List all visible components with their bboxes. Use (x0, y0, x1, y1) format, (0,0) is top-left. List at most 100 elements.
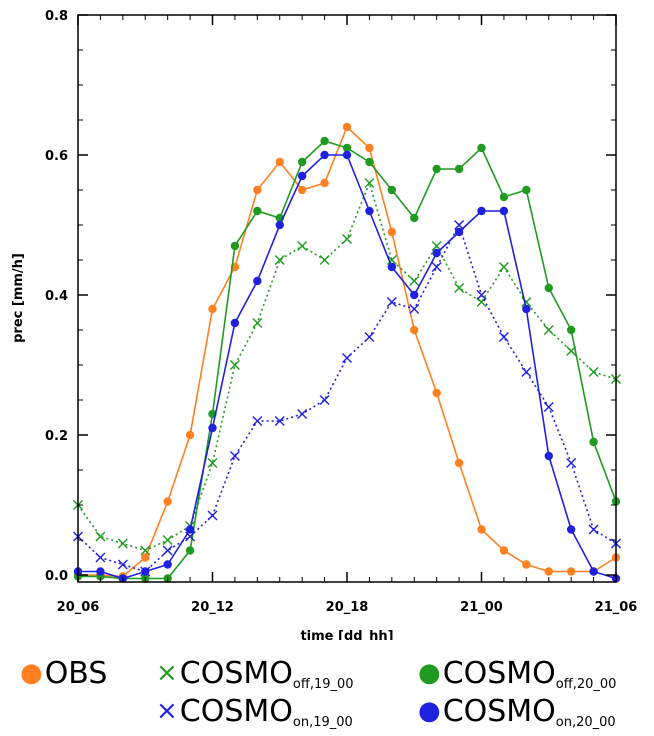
data-point (431, 262, 442, 272)
data-point (431, 241, 442, 251)
data-point (253, 276, 262, 286)
data-point (387, 227, 397, 237)
legend-label-obs: OBS (44, 656, 108, 691)
data-point (454, 458, 464, 468)
legend-label-cosmo-off-20: COSMO (442, 656, 556, 691)
data-point (410, 325, 419, 335)
data-point (230, 318, 240, 328)
line-chart: 20_06 20_12 20_18 21_00 21_06 0.0 0.2 0.4 0.6 0.8… (11, 9, 637, 640)
data-point (387, 185, 397, 195)
data-point (320, 136, 329, 146)
data-point (342, 353, 352, 363)
data-point (207, 458, 218, 468)
data-point (409, 276, 420, 286)
data-point (410, 290, 419, 300)
data-point (498, 262, 509, 272)
data-point (252, 416, 263, 426)
legend-sub-on-19: on,19_00 (292, 715, 353, 730)
x-tick-label: 21_06 (595, 600, 638, 615)
data-point (432, 164, 441, 174)
data-point (365, 143, 374, 153)
data-point (117, 559, 128, 570)
data-point (454, 220, 465, 230)
data-point (117, 538, 128, 549)
data-point (386, 297, 397, 307)
data-point (141, 553, 150, 562)
data-point (275, 157, 284, 167)
legend-item-cosmo-on-20: ●COSMOon,20_00 (418, 694, 616, 730)
data-point (208, 423, 217, 433)
x-tick-label: 20_18 (326, 600, 369, 615)
data-point (499, 206, 509, 216)
data-point (342, 143, 352, 153)
data-point (185, 525, 195, 534)
x-marker-icon: × (156, 658, 178, 688)
data-point (566, 325, 576, 335)
data-point (543, 402, 554, 412)
data-point (162, 545, 173, 556)
data-point (454, 283, 465, 293)
data-point (454, 227, 464, 237)
data-point (319, 395, 330, 405)
data-point (566, 525, 576, 534)
data-point (140, 545, 151, 556)
data-point (162, 535, 173, 545)
data-point (297, 171, 307, 181)
data-point (253, 185, 262, 195)
legend-sub-on-20: on,20_00 (555, 715, 616, 730)
legend-sub-off-20: off,20_00 (555, 677, 617, 692)
x-tick-label: 20_06 (57, 600, 100, 615)
data-point (253, 206, 262, 216)
data-point (365, 157, 374, 167)
data-point (521, 367, 532, 377)
series-line (77, 222, 617, 573)
data-point (185, 546, 195, 555)
x-tick-label: 21_00 (460, 600, 503, 615)
y-tick-label: 0.0 (45, 569, 68, 584)
y-axis-label: prec [mm/h] (11, 253, 26, 343)
data-point (229, 451, 240, 461)
data-point (229, 360, 240, 370)
y-tick-label: 0.2 (45, 429, 68, 444)
data-point (589, 567, 598, 576)
dot-marker-icon: ● (418, 658, 441, 688)
data-point (185, 430, 195, 440)
axes: 20_06 20_12 20_18 21_00 21_06 0.0 0.2 0.4 0.6 0.8 (45, 9, 637, 615)
series-line (78, 125, 617, 578)
data-point (275, 220, 284, 230)
data-point (274, 416, 285, 426)
data-point (342, 234, 352, 244)
series-0 (73, 122, 621, 581)
plot-area (73, 122, 621, 583)
dot-marker-icon: ● (418, 696, 441, 726)
data-point (342, 122, 352, 132)
data-point (589, 437, 598, 447)
data-point (297, 157, 307, 167)
x-axis-label: time [dd_hh] (300, 629, 393, 640)
data-point (365, 206, 374, 216)
y-tick-label: 0.8 (45, 9, 68, 24)
data-point (522, 185, 531, 195)
data-point (522, 560, 531, 569)
data-point (208, 304, 217, 314)
data-point (432, 248, 441, 258)
series-line (78, 154, 617, 580)
data-point (477, 525, 486, 534)
plot-frame (77, 14, 617, 583)
data-point (252, 318, 263, 328)
data-point (364, 332, 375, 342)
data-point (320, 178, 329, 188)
data-point (297, 185, 307, 195)
data-point (544, 451, 553, 461)
legend-item-cosmo-on-19: ×COSMOon,19_00 (156, 694, 353, 730)
data-point (297, 409, 308, 419)
x-tick-label: 20_12 (191, 600, 234, 615)
legend-label-cosmo-off-19: COSMO (179, 656, 293, 691)
data-point (230, 241, 240, 251)
legend-label-cosmo-on-19: COSMO (179, 694, 293, 729)
data-point (96, 567, 105, 576)
data-point (476, 290, 487, 300)
data-point (297, 241, 308, 251)
data-point (409, 304, 420, 314)
data-point (544, 283, 553, 293)
